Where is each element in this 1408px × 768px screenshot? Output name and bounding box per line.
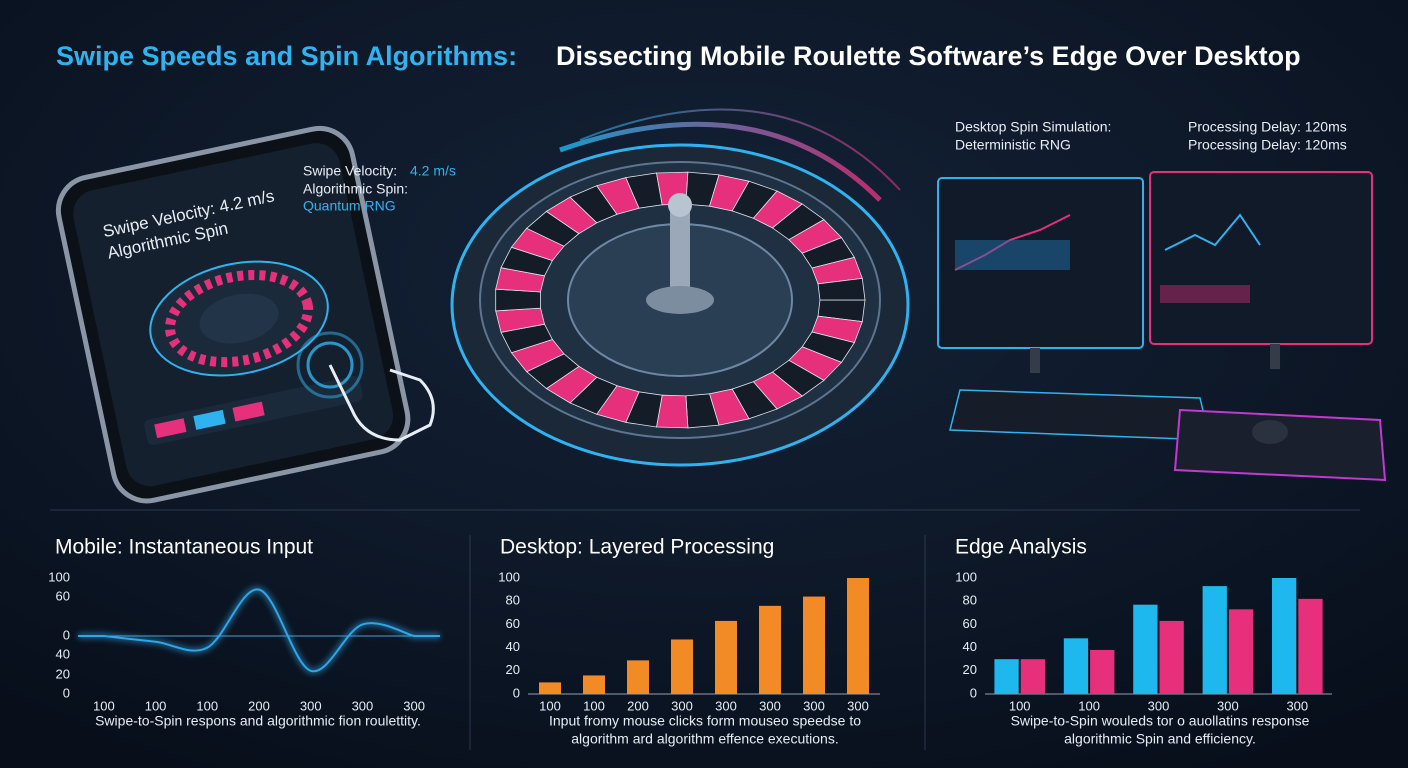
chart-caption: Swipe-to-Spin wouleds tor o auollatins r… [1011,713,1310,729]
bar [583,675,605,694]
y-tick-label: 60 [56,589,70,604]
bar [627,660,649,694]
x-tick-label: 300 [403,698,425,713]
bar [847,578,869,694]
chart-title: Edge Analysis [955,536,1087,559]
y-tick-label: 0 [63,685,70,700]
annotation: Desktop Spin Simulation: [955,119,1111,135]
y-tick-label: 40 [506,639,520,654]
y-tick-label: 20 [506,662,520,677]
y-tick-label: 60 [963,616,977,631]
y-tick-label: 0 [513,685,520,700]
x-tick-label: 100 [1009,698,1031,713]
bar [759,605,781,694]
x-tick-label: 100 [145,698,167,713]
y-tick-label: 0 [970,685,977,700]
x-tick-label: 300 [1217,698,1239,713]
y-tick-label: 80 [506,593,520,608]
y-tick-label: 80 [963,593,977,608]
annotation: Processing Delay: 120ms [1188,137,1347,153]
bar [1272,578,1297,694]
x-tick-label: 100 [1078,698,1100,713]
x-tick-label: 300 [847,698,869,713]
hand-icon [296,331,435,442]
annotation: Quantum RNG [303,198,396,214]
bar [539,682,561,694]
bar [1133,604,1158,694]
x-tick-label: 300 [1286,698,1308,713]
x-tick-label: 300 [715,698,737,713]
chart-caption: algorithmic Spin and efficiency. [1064,731,1256,747]
x-tick-label: 200 [627,698,649,713]
x-tick-label: 300 [352,698,374,713]
title-lead: Swipe Speeds and Spin Algorithms: [56,41,517,71]
chart-title: Desktop: Layered Processing [500,536,774,559]
wheel-pocket [817,277,866,301]
annotation: 4.2 m/s [410,163,456,179]
y-tick-label: 40 [56,647,70,662]
bar [803,596,825,694]
x-tick-label: 300 [759,698,781,713]
line [78,588,440,673]
y-tick-label: 20 [963,662,977,677]
desktop-setup [937,171,1387,482]
bar [671,639,693,694]
title-rest: Dissecting Mobile Roulette Software’s Ed… [556,41,1301,71]
y-tick-label: 60 [506,616,520,631]
x-tick-label: 100 [583,698,605,713]
bar [1228,609,1254,694]
x-tick-label: 100 [93,698,115,713]
bar [1020,659,1045,694]
y-tick-label: 40 [963,639,977,654]
x-tick-label: 100 [196,698,218,713]
y-tick-label: 20 [56,666,70,681]
phone: Swipe Velocity: 4.2 m/s Algorithmic Spin [55,125,411,504]
bar [1298,598,1323,694]
x-tick-label: 300 [671,698,693,713]
annotation: Algorithmic Spin: [303,181,408,197]
bar [1063,638,1089,694]
x-tick-label: 100 [539,698,561,713]
bar [715,620,737,694]
chart-caption: Input fromy mouse clicks form mouseo spe… [549,713,861,729]
y-tick-label: 0 [63,627,70,642]
wheel-pocket [495,288,541,312]
bar [1159,620,1184,694]
annotation: Processing Delay: 120ms [1188,119,1347,135]
chart-title: Mobile: Instantaneous Input [55,536,313,559]
annotation: Swipe Velocity: [303,163,397,179]
bar [994,659,1019,694]
chart-caption: algorithm ard algorithm effence executio… [571,731,838,747]
y-tick-label: 100 [498,569,520,584]
bar [1090,649,1115,694]
bar [1202,586,1227,694]
y-tick-label: 100 [48,569,70,584]
x-tick-label: 300 [803,698,825,713]
annotation: Deterministic RNG [955,137,1071,153]
x-tick-label: 300 [1148,698,1170,713]
chart-caption: Swipe-to-Spin respons and algorithmic fi… [95,713,421,729]
y-tick-label: 100 [955,569,977,584]
wheel-hub [567,193,793,377]
x-tick-label: 200 [248,698,270,713]
x-tick-label: 300 [300,698,322,713]
